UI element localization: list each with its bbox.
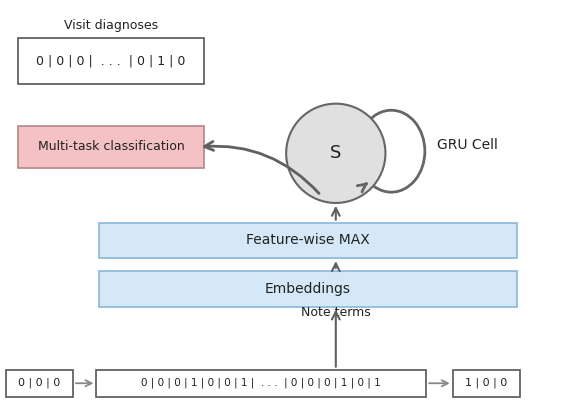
FancyBboxPatch shape <box>99 223 517 258</box>
Text: 0 | 0 | 0: 0 | 0 | 0 <box>18 378 61 388</box>
Text: S: S <box>330 144 342 162</box>
Text: GRU Cell: GRU Cell <box>436 138 498 152</box>
FancyBboxPatch shape <box>18 126 204 168</box>
FancyBboxPatch shape <box>453 370 520 397</box>
Text: Multi-task classification: Multi-task classification <box>37 141 185 153</box>
FancyBboxPatch shape <box>18 38 204 84</box>
Text: Note terms: Note terms <box>301 306 371 319</box>
Text: Embeddings: Embeddings <box>265 282 351 296</box>
FancyBboxPatch shape <box>99 271 517 307</box>
FancyBboxPatch shape <box>96 370 426 397</box>
Text: 1 | 0 | 0: 1 | 0 | 0 <box>465 378 507 388</box>
Text: Feature-wise MAX: Feature-wise MAX <box>246 234 370 247</box>
Ellipse shape <box>286 104 385 203</box>
Text: 0 | 0 | 0 | 1 | 0 | 0 | 1 |  . . .  | 0 | 0 | 0 | 1 | 0 | 1: 0 | 0 | 0 | 1 | 0 | 0 | 1 | . . . | 0 | … <box>141 378 381 388</box>
FancyBboxPatch shape <box>6 370 73 397</box>
Text: 0 | 0 | 0 |  . . .  | 0 | 1 | 0: 0 | 0 | 0 | . . . | 0 | 1 | 0 <box>36 55 186 67</box>
Text: Visit diagnoses: Visit diagnoses <box>64 18 158 32</box>
